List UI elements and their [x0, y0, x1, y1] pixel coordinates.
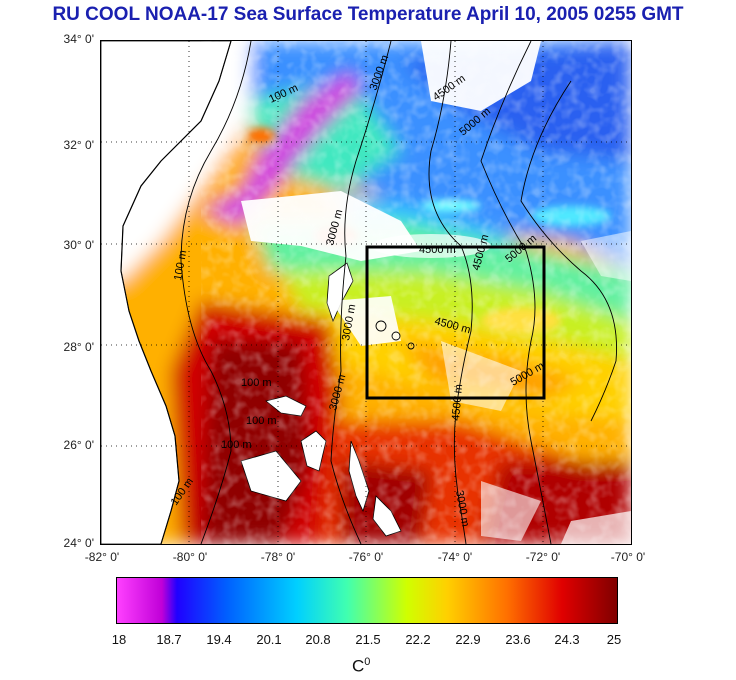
- colorbar-tick: 24.3: [554, 632, 580, 647]
- lon-label-80: -80° 0': [172, 550, 208, 564]
- colorbar-tick: 20.8: [305, 632, 331, 647]
- contour-label: 100 m: [246, 415, 277, 427]
- contour-label: 100 m: [221, 439, 252, 451]
- lat-label-34: 34° 0': [63, 32, 94, 46]
- cloud-speckle: [201, 41, 631, 544]
- lat-label-26: 26° 0': [63, 438, 94, 452]
- colorbar-tick: 22.2: [405, 632, 431, 647]
- lat-label-32: 32° 0': [63, 138, 94, 152]
- lat-label-28: 28° 0': [63, 340, 94, 354]
- lon-label-74: -74° 0': [437, 550, 473, 564]
- unit-text: C: [352, 656, 365, 676]
- colorbar-tick: 18.7: [156, 632, 182, 647]
- bathymetry-contours: [180, 41, 617, 544]
- colorbar-tick: 19.4: [206, 632, 232, 647]
- temperature-colorbar: [116, 577, 618, 624]
- contour-label: 100 m: [172, 249, 189, 281]
- colorbar-tick: 18: [111, 632, 127, 647]
- coastline: [120, 41, 232, 544]
- sst-map[interactable]: 100 m 100 m 100 m 100 m 100 m 100 m 3000…: [100, 40, 632, 545]
- lon-label-78: -78° 0': [260, 550, 296, 564]
- colorbar-tick: 22.9: [455, 632, 481, 647]
- map-title: RU COOL NOAA-17 Sea Surface Temperature …: [52, 4, 684, 25]
- lon-label-72: -72° 0': [525, 550, 561, 564]
- lon-label-70: -70° 0': [610, 550, 646, 564]
- contour-label: 100 m: [241, 377, 272, 389]
- unit-label: C0: [352, 656, 370, 677]
- contour-label: 4500 m: [450, 384, 465, 422]
- colorbar-tick: 21.5: [355, 632, 381, 647]
- colorbar-tick: 25: [606, 632, 622, 647]
- lat-label-24: 24° 0': [63, 536, 94, 550]
- study-region-box[interactable]: [365, 245, 546, 400]
- lon-label-76: -76° 0': [348, 550, 384, 564]
- lon-label-82: -82° 0': [84, 550, 120, 564]
- unit-superscript: 0: [364, 656, 371, 668]
- lat-label-30: 30° 0': [63, 238, 94, 252]
- colorbar-tick: 20.1: [256, 632, 282, 647]
- colorbar-tick: 23.6: [505, 632, 531, 647]
